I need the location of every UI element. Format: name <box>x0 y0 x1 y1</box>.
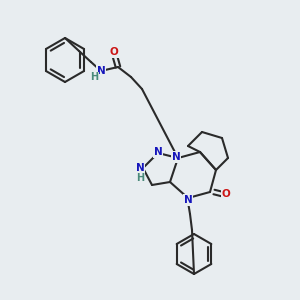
Text: N: N <box>172 152 180 162</box>
Text: O: O <box>222 189 230 199</box>
Text: O: O <box>110 47 118 57</box>
Text: H: H <box>136 173 144 183</box>
Text: H: H <box>90 72 98 82</box>
Text: N: N <box>97 66 105 76</box>
Text: N: N <box>184 195 192 205</box>
Text: N: N <box>136 163 144 173</box>
Text: N: N <box>154 147 162 157</box>
